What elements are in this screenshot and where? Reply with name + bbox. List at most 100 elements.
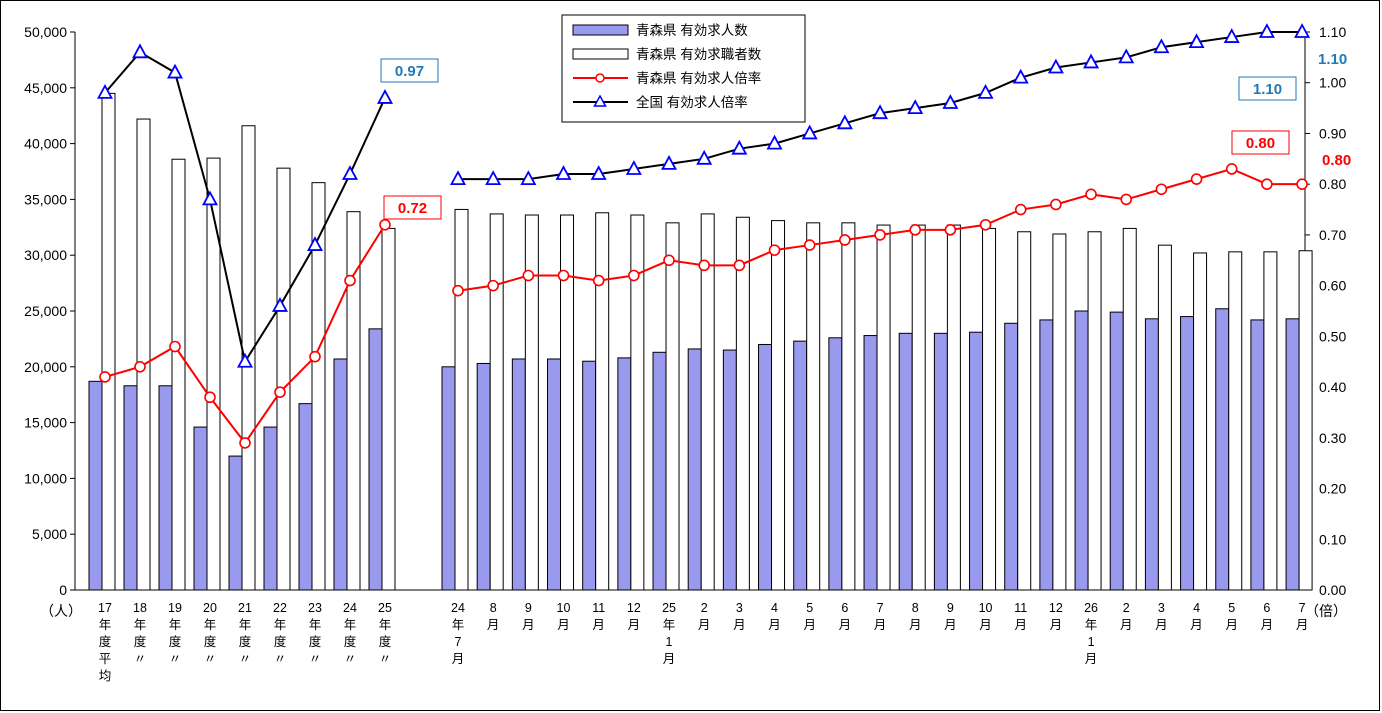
bar-offers [333, 358, 348, 591]
bar-seekers [489, 213, 504, 591]
point-aomori-ratio [592, 274, 605, 287]
x-category-label: 26 [1084, 601, 1098, 615]
bar-seekers [1193, 252, 1208, 591]
x-category-label: 4 [1193, 601, 1200, 615]
x-category-label: 月 [768, 618, 781, 632]
bar-seekers [1298, 250, 1313, 591]
bar-offers [1215, 308, 1230, 591]
x-category-label: 7 [1299, 601, 1306, 615]
x-category-label: 月 [1155, 618, 1168, 632]
bar-offers [617, 357, 632, 591]
point-national-ratio [1188, 33, 1205, 49]
left-axis-tick-label: 15,000 [24, 415, 67, 431]
right-axis-tick-label: 0.30 [1319, 430, 1346, 446]
point-aomori-ratio [803, 239, 816, 251]
right-axis-tick-label: 1.10 [1319, 24, 1346, 40]
bar-seekers [1263, 251, 1278, 591]
bar-seekers [700, 213, 715, 591]
right-axis-tick-label: 1.00 [1319, 75, 1346, 91]
x-category-label: 月 [803, 618, 816, 632]
left-axis-tick-label: 45,000 [24, 80, 67, 96]
point-aomori-ratio [874, 229, 886, 241]
bar-offers [863, 335, 878, 591]
bar-seekers [171, 158, 186, 591]
x-category-label: 年 [309, 618, 322, 632]
point-national-ratio [1118, 48, 1135, 64]
bar-offers [898, 332, 913, 591]
point-national-ratio [555, 165, 572, 180]
x-category-label: 均 [99, 669, 112, 683]
legend-label-aomori-ratio: 青森県 有効求人倍率 [636, 70, 761, 86]
point-aomori-ratio [663, 254, 675, 267]
callout-national-group-b: 1.10 [1238, 76, 1297, 101]
point-aomori-ratio [134, 360, 146, 373]
bar-offers [193, 426, 208, 591]
x-category-label: 度 [169, 634, 182, 649]
point-aomori-ratio [274, 386, 286, 398]
x-category-label: 24 [343, 601, 357, 615]
x-category-label: 22 [273, 601, 287, 615]
point-aomori-ratio [99, 371, 111, 383]
point-aomori-ratio [979, 218, 992, 231]
point-national-ratio [271, 297, 289, 312]
x-category-label: 年 [134, 618, 147, 632]
bar-seekers [946, 224, 961, 591]
x-category-label: 12 [1049, 601, 1063, 615]
x-category-label: 年 [99, 618, 112, 632]
point-national-ratio [96, 83, 114, 99]
x-category-label: 〃 [204, 652, 217, 666]
point-aomori-ratio [204, 391, 216, 404]
callout-aomori-group-b-text: 0.80 [1246, 135, 1275, 152]
point-national-ratio [625, 160, 642, 175]
bar-seekers [524, 214, 539, 591]
bar-offers [1039, 319, 1054, 591]
bar-seekers [841, 222, 856, 591]
x-category-label: 月 [1014, 618, 1027, 632]
x-category-label: 月 [628, 618, 641, 632]
point-national-ratio [872, 104, 889, 120]
x-category-label: 12 [627, 601, 641, 615]
x-category-label: 〃 [344, 652, 357, 666]
x-category-label: 月 [874, 618, 887, 632]
bar-offers [298, 403, 313, 591]
point-national-ratio [1258, 23, 1275, 38]
callout-national-axis-side: 1.10 [1318, 51, 1347, 68]
legend-swatch-offers [572, 24, 629, 36]
x-category-label: 月 [698, 618, 711, 632]
x-category-label: 18 [133, 601, 147, 615]
right-axis-tick-label: 0.40 [1319, 379, 1346, 395]
point-national-ratio [836, 114, 853, 130]
point-aomori-ratio [344, 274, 356, 287]
bar-seekers [982, 227, 997, 591]
x-category-label: 4 [771, 601, 778, 615]
bar-seekers [806, 222, 821, 591]
bar-offers [828, 337, 843, 591]
x-category-label: 月 [944, 618, 957, 632]
bar-offers [1250, 319, 1265, 591]
x-category-label: 23 [308, 601, 322, 615]
x-category-label: 度 [134, 634, 147, 649]
x-category-label: 5 [806, 601, 813, 615]
point-aomori-ratio [1014, 203, 1027, 216]
point-aomori-ratio [944, 224, 957, 236]
point-national-ratio [942, 94, 959, 109]
x-category-label: 9 [525, 601, 532, 615]
point-national-ratio [801, 124, 818, 140]
callout-aomori-group-a: 0.72 [383, 195, 442, 220]
x-category-label: 度 [239, 634, 252, 649]
bar-seekers [454, 208, 469, 591]
x-category-label: 〃 [169, 652, 182, 666]
left-axis-tick-label: 20,000 [24, 359, 67, 375]
x-category-label: 度 [204, 634, 217, 649]
right-axis-tick-label: 0.50 [1319, 328, 1346, 344]
point-national-ratio [485, 170, 502, 186]
point-national-ratio [449, 170, 467, 186]
bar-seekers [1052, 233, 1067, 591]
bar-offers [687, 348, 702, 591]
x-category-label: 3 [1158, 601, 1165, 615]
bar-seekers [1157, 244, 1172, 591]
x-category-label: 21 [238, 601, 252, 615]
bar-seekers [311, 182, 326, 591]
